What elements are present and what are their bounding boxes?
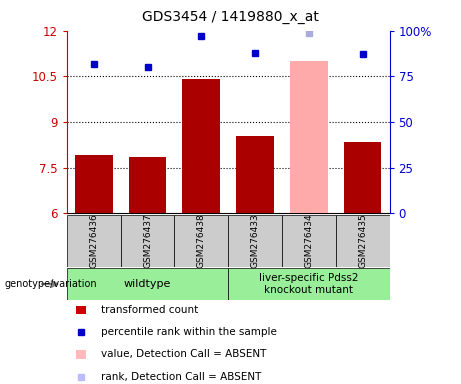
Text: wildtype: wildtype bbox=[124, 279, 171, 289]
Text: percentile rank within the sample: percentile rank within the sample bbox=[101, 327, 278, 337]
Bar bbox=[344, 142, 381, 213]
Bar bbox=[282, 215, 336, 267]
Text: GSM276435: GSM276435 bbox=[358, 214, 367, 268]
Bar bbox=[174, 215, 228, 267]
Bar bbox=[67, 215, 121, 267]
Text: rank, Detection Call = ABSENT: rank, Detection Call = ABSENT bbox=[101, 372, 262, 382]
Text: transformed count: transformed count bbox=[101, 305, 199, 315]
Text: GSM276436: GSM276436 bbox=[89, 214, 98, 268]
Bar bbox=[67, 268, 228, 300]
Bar bbox=[228, 215, 282, 267]
Bar bbox=[236, 136, 274, 213]
Bar bbox=[228, 268, 390, 300]
Text: GSM276433: GSM276433 bbox=[251, 214, 260, 268]
Bar bbox=[129, 157, 166, 213]
Bar bbox=[183, 79, 220, 213]
Bar bbox=[75, 156, 112, 213]
Text: GDS3454 / 1419880_x_at: GDS3454 / 1419880_x_at bbox=[142, 10, 319, 23]
Bar bbox=[121, 215, 174, 267]
Text: GSM276438: GSM276438 bbox=[197, 214, 206, 268]
Text: GSM276437: GSM276437 bbox=[143, 214, 152, 268]
Text: liver-specific Pdss2
knockout mutant: liver-specific Pdss2 knockout mutant bbox=[259, 273, 359, 295]
Text: genotype/variation: genotype/variation bbox=[5, 279, 97, 289]
Text: GSM276434: GSM276434 bbox=[304, 214, 313, 268]
Bar bbox=[290, 61, 328, 213]
Text: value, Detection Call = ABSENT: value, Detection Call = ABSENT bbox=[101, 349, 267, 359]
Bar bbox=[336, 215, 390, 267]
